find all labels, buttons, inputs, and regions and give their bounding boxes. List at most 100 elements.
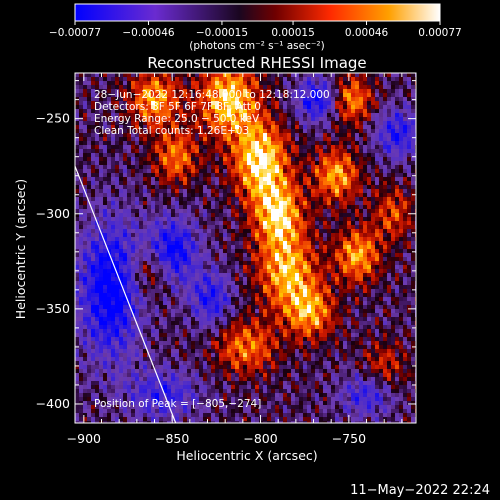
heatmap-cell [279, 253, 283, 257]
heatmap-cell [287, 409, 291, 413]
heatmap-cell [87, 317, 91, 321]
heatmap-cell [155, 245, 159, 249]
heatmap-cell [123, 245, 127, 249]
heatmap-cell [175, 253, 179, 257]
heatmap-cell [203, 421, 207, 423]
heatmap-cell [107, 89, 111, 93]
heatmap-cell [279, 369, 283, 373]
heatmap-cell [115, 101, 119, 105]
heatmap-cell [171, 205, 175, 209]
heatmap-cell [91, 225, 95, 229]
heatmap-cell [299, 285, 303, 289]
heatmap-cell [275, 277, 279, 281]
heatmap-cell [287, 149, 291, 153]
heatmap-cell [275, 417, 279, 421]
heatmap-cell [143, 205, 147, 209]
heatmap-cell [275, 161, 279, 165]
heatmap-cell [299, 233, 303, 237]
heatmap-cell [287, 105, 291, 109]
heatmap-cell [131, 369, 135, 373]
heatmap-cell [247, 181, 251, 185]
heatmap-cell [199, 205, 203, 209]
heatmap-cell [155, 381, 159, 385]
heatmap-cell [283, 293, 287, 297]
heatmap-cell [103, 113, 107, 117]
heatmap-cell [211, 149, 215, 153]
heatmap-cell [163, 249, 167, 253]
heatmap-cell [95, 157, 99, 161]
heatmap-cell [247, 353, 251, 357]
heatmap-cell [119, 409, 123, 413]
heatmap-cell [203, 241, 207, 245]
heatmap-cell [103, 297, 107, 301]
heatmap-cell [299, 153, 303, 157]
heatmap-cell [243, 117, 247, 121]
heatmap-cell [203, 393, 207, 397]
heatmap-cell [255, 289, 259, 293]
heatmap-cell [135, 269, 139, 273]
heatmap-cell [287, 297, 291, 301]
heatmap-cell [151, 161, 155, 165]
heatmap-cell [295, 213, 299, 217]
heatmap-cell [159, 269, 163, 273]
heatmap-cell [223, 317, 227, 321]
heatmap-cell [143, 81, 147, 85]
heatmap-cell [195, 173, 199, 177]
heatmap-cell [163, 285, 167, 289]
heatmap-cell [199, 97, 203, 101]
heatmap-cell [239, 285, 243, 289]
heatmap-cell [159, 89, 163, 93]
heatmap-cell [143, 353, 147, 357]
heatmap-cell [179, 193, 183, 197]
heatmap-cell [119, 285, 123, 289]
heatmap-cell [227, 277, 231, 281]
heatmap-cell [263, 273, 267, 277]
heatmap-cell [287, 317, 291, 321]
heatmap-cell [199, 261, 203, 265]
heatmap-cell [111, 309, 115, 313]
heatmap-cell [199, 253, 203, 257]
heatmap-cell [191, 209, 195, 213]
heatmap-cell [167, 85, 171, 89]
heatmap-cell [271, 317, 275, 321]
heatmap-cell [219, 125, 223, 129]
heatmap-cell [203, 77, 207, 81]
heatmap-cell [167, 201, 171, 205]
heatmap-cell [207, 101, 211, 105]
heatmap-cell [267, 149, 271, 153]
heatmap-cell [247, 341, 251, 345]
heatmap-cell [139, 317, 143, 321]
heatmap-cell [231, 245, 235, 249]
heatmap-cell [159, 357, 163, 361]
heatmap-cell [111, 77, 115, 81]
heatmap-cell [115, 193, 119, 197]
heatmap-cell [79, 217, 83, 221]
heatmap-cell [259, 325, 263, 329]
heatmap-cell [255, 73, 259, 77]
heatmap-cell [271, 237, 275, 241]
heatmap-cell [75, 209, 79, 213]
heatmap-cell [207, 409, 211, 413]
heatmap-cell [203, 165, 207, 169]
heatmap-cell [143, 265, 147, 269]
heatmap-cell [175, 121, 179, 125]
heatmap-cell [259, 305, 263, 309]
heatmap-cell [243, 157, 247, 161]
heatmap-cell [115, 265, 119, 269]
heatmap-cell [243, 133, 247, 137]
heatmap-cell [243, 141, 247, 145]
heatmap-cell [295, 173, 299, 177]
heatmap-cell [211, 389, 215, 393]
heatmap-cell [171, 273, 175, 277]
heatmap-cell [231, 361, 235, 365]
heatmap-cell [171, 301, 175, 305]
heatmap-cell [135, 201, 139, 205]
heatmap-cell [167, 189, 171, 193]
heatmap-cell [227, 245, 231, 249]
heatmap-cell [107, 145, 111, 149]
heatmap-cell [91, 105, 95, 109]
heatmap-cell [275, 421, 279, 423]
heatmap-cell [199, 381, 203, 385]
heatmap-cell [131, 205, 135, 209]
heatmap-cell [179, 277, 183, 281]
